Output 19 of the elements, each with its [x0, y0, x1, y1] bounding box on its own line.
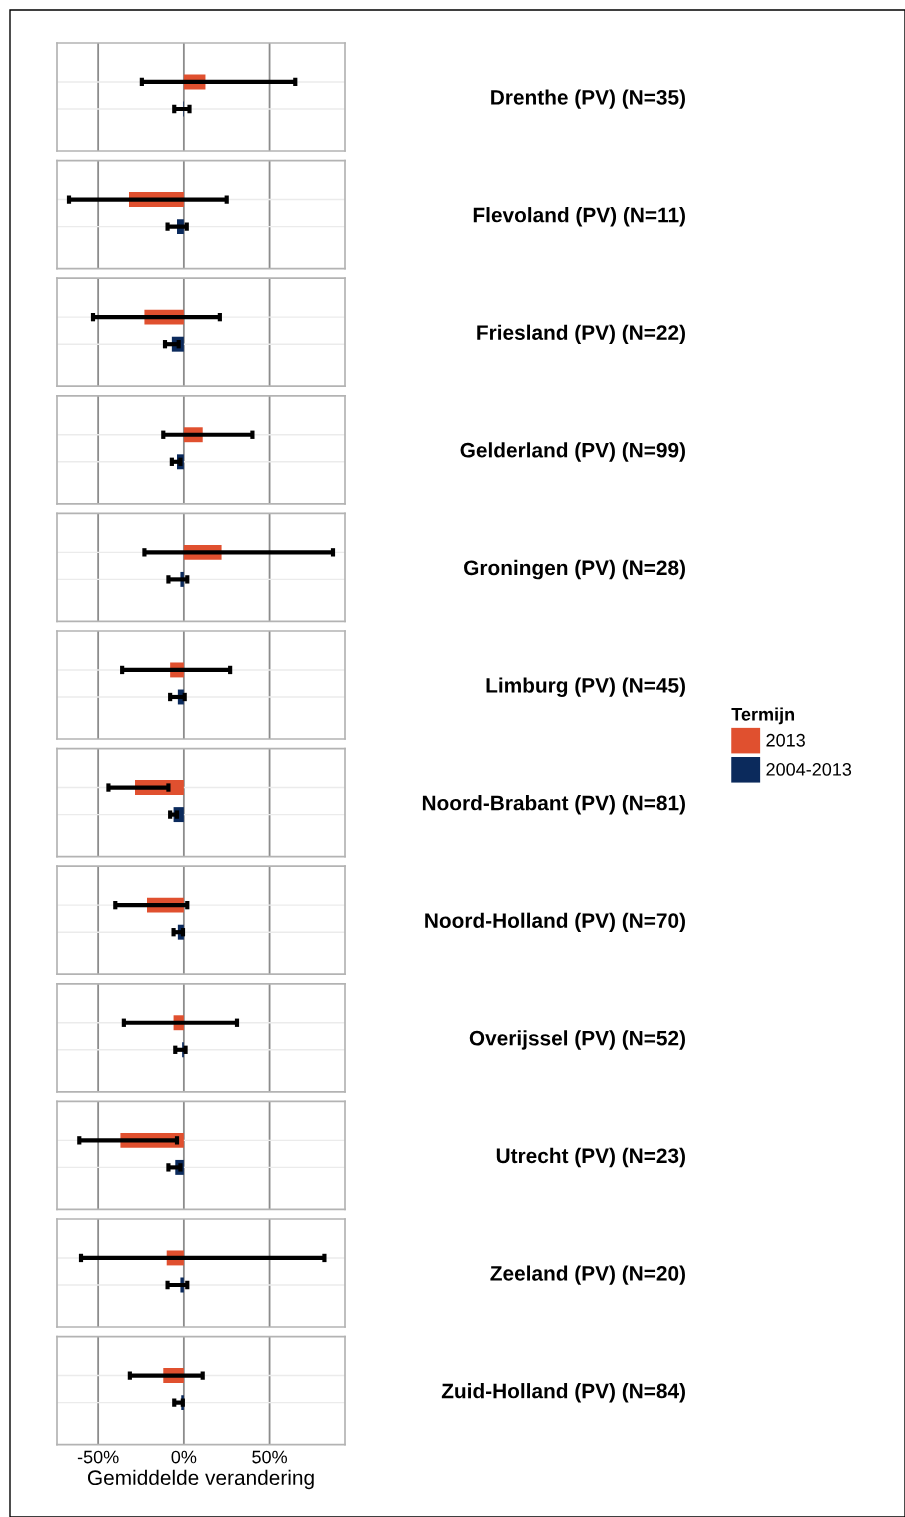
y-tick-label: Flevoland (PV) (N=11) — [473, 207, 685, 227]
y-tick-label: Friesland (PV) (N=22) — [477, 324, 685, 345]
x-axis-title: Gemiddelde verandering — [87, 1469, 314, 1490]
y-tick-label: Noord-Brabant (PV) (N=81) — [422, 795, 685, 815]
y-tick-label: Utrecht (PV) (N=23) — [496, 1147, 685, 1168]
y-tick-label: Groningen (PV) (N=28) — [464, 559, 685, 580]
y-tick-label: Gelderland (PV) (N=99) — [460, 442, 685, 462]
y-tick-label: Limburg (PV) (N=45) — [486, 677, 685, 697]
y-tick-label: Noord-Holland (PV) (N=70) — [425, 912, 685, 933]
y-tick-label: Zuid-Holland (PV) (N=84) — [441, 1383, 685, 1403]
y-tick-label: Zeeland (PV) (N=20) — [490, 1265, 685, 1285]
y-tick-label: Drenthe (PV) (N=35) — [491, 89, 685, 109]
y-tick-label: Overijssel (PV) (N=52) — [469, 1030, 685, 1050]
legend-label: 2004-2013 — [766, 763, 852, 776]
x-tick-label: 0% — [171, 1450, 197, 1464]
legend-title: Termijn — [731, 707, 795, 725]
x-tick-label: 50% — [252, 1450, 287, 1464]
x-tick-label: -50% — [77, 1450, 119, 1464]
legend-label: 2013 — [766, 733, 805, 747]
